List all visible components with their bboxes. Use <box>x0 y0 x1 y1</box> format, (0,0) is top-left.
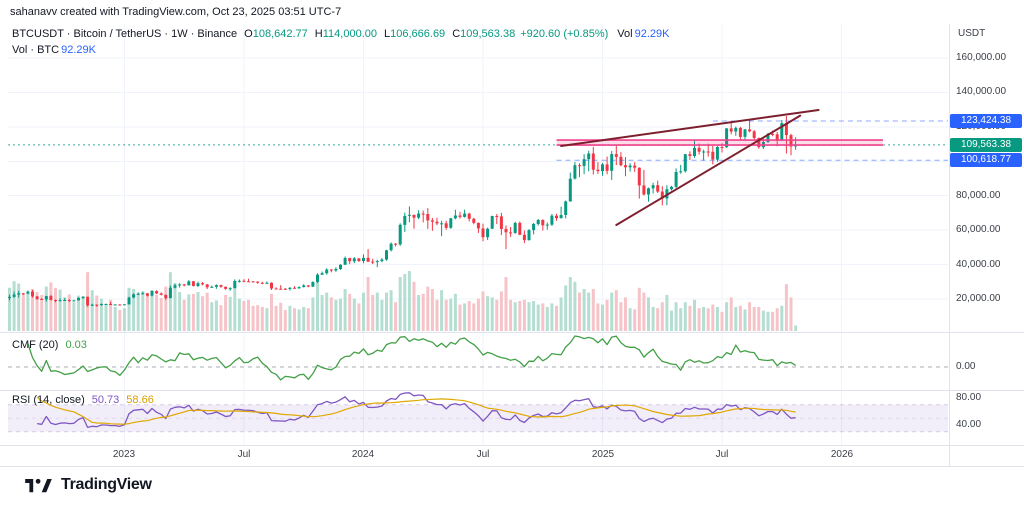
rsi-line <box>37 392 796 429</box>
price-tick-label: 20,000.00 <box>956 293 1001 304</box>
price-change: +920.60 (+0.85%) <box>520 28 609 40</box>
volume-value: 92.29K <box>634 28 670 40</box>
tradingview-logo-icon[interactable] <box>24 477 54 494</box>
volume-label: Vol <box>617 28 633 40</box>
cmf-value: 0.03 <box>65 339 87 351</box>
time-tick-label[interactable]: Jul <box>237 449 251 460</box>
time-tick-label[interactable]: 2026 <box>830 449 854 460</box>
rsi-ma-value: 58.66 <box>126 394 154 406</box>
time-tick-label[interactable]: Jul <box>715 449 729 460</box>
chart-legend: BTCUSDT · Bitcoin / TetherUS · 1W · Bina… <box>12 26 669 58</box>
ohlc-key: C <box>452 28 461 40</box>
ohlc-values: O108,642.77 H114,000.00 L106,666.69 C109,56… <box>237 28 515 40</box>
watermark-text: sahanavv created with TradingView.com, O… <box>10 6 342 18</box>
cmf-line <box>27 335 796 381</box>
price-badge[interactable]: 100,618.77 <box>950 153 1022 167</box>
ohlc-value: 106,666.69 <box>390 28 446 40</box>
price-badge[interactable]: 123,424.38 <box>950 114 1022 128</box>
price-tick-label: 80,000.00 <box>956 190 1001 201</box>
ohlc-key: H <box>314 28 323 40</box>
candlestick-series <box>8 116 798 307</box>
legend-row-symbol: BTCUSDT · Bitcoin / TetherUS · 1W · Bina… <box>12 26 669 42</box>
rsi-band <box>8 404 948 432</box>
rsi-pane-legend: RSI (14, close) 50.73 58.66 <box>12 394 154 406</box>
cmf-pane-legend: CMF (20) 0.03 <box>12 339 87 351</box>
time-tick-label[interactable]: 2024 <box>351 449 375 460</box>
time-tick-label[interactable]: 2023 <box>112 449 136 460</box>
symbol-description[interactable]: BTCUSDT · Bitcoin / TetherUS · 1W · Bina… <box>12 28 238 40</box>
volume-series <box>8 271 798 331</box>
drawings-layer[interactable] <box>8 108 948 226</box>
ohlc-value: 109,563.38 <box>460 28 516 40</box>
price-badge[interactable]: 109,563.38 <box>950 138 1022 152</box>
vol-btc-value: 92.29K <box>61 44 96 56</box>
axis-currency-label[interactable]: USDT <box>958 28 986 39</box>
cmf-tick-label: 0.00 <box>956 361 976 372</box>
ohlc-key: L <box>384 28 391 40</box>
ohlc-key: O <box>244 28 253 40</box>
rsi-value: 50.73 <box>91 394 120 406</box>
trendline-drawing <box>615 114 802 226</box>
rsi-tick-label: 40.00 <box>956 419 982 430</box>
cmf-label[interactable]: CMF (20) <box>12 339 59 351</box>
rsi-tick-label: 80.00 <box>956 392 982 403</box>
footer: TradingView <box>24 476 152 494</box>
ohlc-value: 108,642.77 <box>252 28 308 40</box>
rsi-label[interactable]: RSI (14, close) <box>12 394 85 406</box>
rsi-ma-line <box>36 396 796 425</box>
brand-name[interactable]: TradingView <box>61 476 152 493</box>
legend-row-volume: Vol · BTC 92.29K <box>12 42 669 58</box>
parallel-channel-fill <box>556 140 883 146</box>
price-tick-label: 160,000.00 <box>956 52 1007 63</box>
gridlines <box>8 24 948 445</box>
ohlc-value: 114,000.00 <box>322 28 377 40</box>
vol-btc-label[interactable]: Vol · BTC <box>12 44 60 56</box>
time-tick-label[interactable]: Jul <box>476 449 490 460</box>
time-tick-label[interactable]: 2025 <box>591 449 615 460</box>
price-tick-label: 60,000.00 <box>956 224 1001 235</box>
trendline-drawing <box>560 108 820 147</box>
price-tick-label: 40,000.00 <box>956 259 1001 270</box>
price-tick-label: 140,000.00 <box>956 86 1007 97</box>
